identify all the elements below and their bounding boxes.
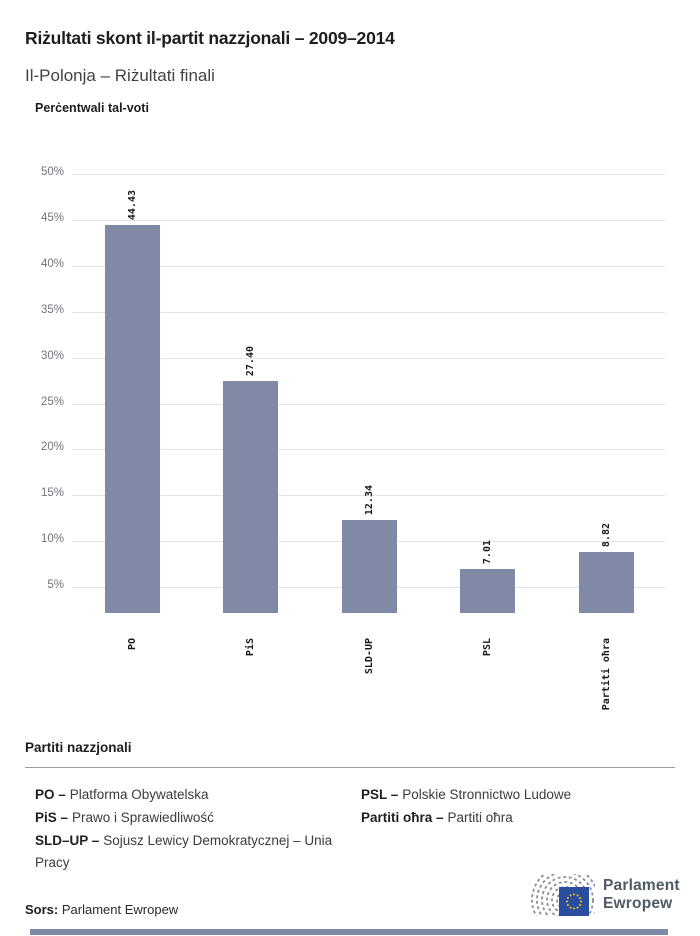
legend-item-name: Prawo i Sprawiedliwość	[72, 810, 214, 825]
page-subtitle: Il-Polonja – Riżultati finali	[25, 66, 215, 85]
legend-item-name: Polskie Stronnictwo Ludowe	[402, 787, 572, 802]
bar	[578, 552, 634, 613]
gridline	[72, 403, 665, 405]
x-axis-label: Partiti oħra	[597, 638, 615, 768]
legend-item-abbr: PiS –	[35, 810, 69, 825]
x-axis-label: SLD-UP	[360, 638, 378, 768]
bar-value-text: 8.82	[600, 522, 612, 548]
y-axis-tick-label: 25%	[40, 395, 64, 408]
legend-item: SLD–UP – Sojusz Lewicy Demokratycznej – U…	[35, 830, 357, 874]
legend-item: PSL – Polskie Stronnictwo Ludowe	[361, 784, 673, 806]
gridline	[72, 265, 665, 267]
bar	[341, 519, 397, 613]
chart-title: Perċentwali tal-voti	[35, 101, 149, 115]
y-axis-tick-label: 30%	[40, 349, 64, 362]
page-title: Riżultati skont il-partit nazzjonali – 2…	[25, 28, 395, 48]
bar	[223, 381, 278, 613]
european-parliament-logo: Parlament Ewropew	[527, 874, 680, 916]
x-axis-label-text: Partiti oħra	[600, 638, 612, 711]
gridline	[72, 449, 665, 451]
x-axis-label: PSL	[479, 638, 497, 768]
bar-value-label: 8.82	[597, 427, 615, 547]
y-axis-tick-label: 40%	[40, 257, 64, 270]
x-axis-label-text: PiS	[245, 638, 256, 657]
bar	[460, 568, 515, 613]
gridline	[72, 174, 665, 175]
footer-accent-bar	[30, 929, 668, 935]
logo-text-line1: Parlament	[603, 877, 680, 894]
logo-text: Parlament Ewropew	[603, 874, 680, 913]
legend-header: Partiti nazzjonali	[25, 740, 132, 755]
legend-item-abbr: Partiti oħra –	[361, 810, 444, 825]
x-axis-label-text: PSL	[482, 638, 493, 657]
eu-flag	[559, 887, 589, 916]
bar	[104, 225, 160, 613]
gridline	[72, 495, 665, 497]
source-label: Sors:	[25, 902, 59, 917]
bar-value-text: 44.43	[126, 190, 138, 221]
legend-item-abbr: PO –	[35, 787, 66, 802]
y-axis-tick-label: 10%	[40, 533, 64, 546]
legend-item-abbr: SLD–UP –	[35, 833, 100, 848]
x-axis-label: PiS	[242, 638, 260, 768]
y-axis-tick-label: 35%	[40, 303, 64, 316]
source-value: Parlament Ewropew	[61, 902, 179, 917]
bar-value-text: 7.01	[482, 539, 493, 564]
gridline	[72, 357, 665, 359]
bar-value-label: 7.01	[479, 444, 497, 564]
y-axis-tick-label: 5%	[47, 579, 64, 592]
legend-item-name: Platforma Obywatelska	[69, 787, 209, 802]
bar-value-label: 44.43	[123, 100, 141, 220]
legend-column-left: PO – Platforma Obywatelska PiS – Prawo i S…	[35, 784, 357, 875]
logo-text-line2: Ewropew	[603, 895, 673, 912]
y-axis-tick-label: 50%	[40, 166, 64, 178]
legend-item-name: Partiti oħra	[447, 810, 513, 825]
bar-value-text: 12.34	[363, 484, 375, 515]
bar-value-label: 12.34	[360, 395, 378, 515]
x-axis-label-text: SLD-UP	[363, 638, 375, 675]
legend-column-right: PSL – Polskie Stronnictwo Ludowe Partiti …	[361, 784, 673, 830]
legend-item-abbr: PSL –	[361, 787, 399, 802]
legend-divider	[25, 767, 675, 768]
y-axis-tick-label: 45%	[40, 211, 64, 224]
y-axis-tick-label: 20%	[40, 441, 64, 454]
bar-value-label: 27.40	[242, 256, 260, 376]
gridline	[72, 311, 665, 313]
ep-hemicycle-icon	[531, 874, 595, 916]
eu-flag-stars	[566, 893, 582, 910]
y-axis-tick-label: 15%	[40, 487, 64, 500]
source-line: Sors: Parlament Ewropew	[25, 902, 178, 917]
legend-item: PO – Platforma Obywatelska	[35, 784, 357, 806]
x-axis-label-text: PO	[126, 638, 138, 651]
legend-item-name: Sojusz Lewicy Demokratycznej – Unia Prac…	[35, 833, 333, 870]
gridline	[72, 219, 665, 221]
legend-item: PiS – Prawo i Sprawiedliwość	[35, 807, 357, 829]
legend-item: Partiti oħra – Partiti oħra	[361, 807, 673, 829]
bar-value-text: 27.40	[245, 346, 256, 377]
